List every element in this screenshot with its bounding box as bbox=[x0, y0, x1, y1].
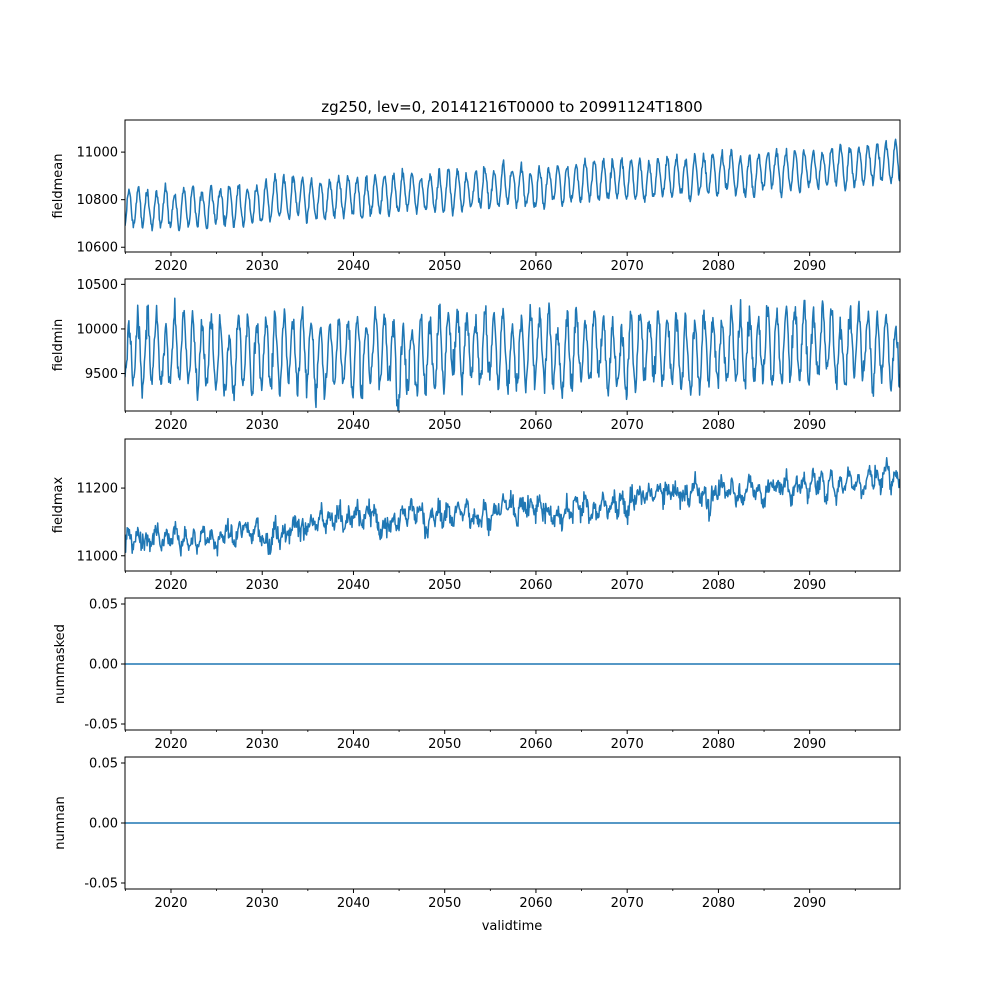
x-tick-label: 2030 bbox=[246, 418, 279, 433]
subplot-fieldmin: 2020 2030 2040 2050 2060 2070 2080 2090 9500 1000… bbox=[51, 278, 901, 433]
y-tick-label: 0.05 bbox=[89, 598, 118, 613]
chart-title: zg250, lev=0, 20141216T0000 to 20991124T… bbox=[321, 98, 702, 116]
x-tick-label: 2060 bbox=[519, 896, 552, 911]
x-tick-label: 2070 bbox=[611, 259, 644, 274]
x-tick-label: 2060 bbox=[519, 578, 552, 593]
x-tick-label: 2060 bbox=[519, 737, 552, 752]
series-line-fieldmean bbox=[125, 138, 900, 232]
x-tick-label: 2050 bbox=[428, 259, 461, 274]
y-tick-label: 10500 bbox=[77, 278, 118, 293]
y-tick-label: 10600 bbox=[77, 241, 118, 256]
subplot-numnan: 2020 2030 2040 2050 2060 2070 2080 2090 -0.05 0.0… bbox=[53, 756, 901, 911]
x-tick-label: 2090 bbox=[793, 737, 826, 752]
y-tick-label: 10000 bbox=[77, 322, 118, 337]
y-tick-label: 0.00 bbox=[89, 658, 118, 673]
subplot-fieldmean: 2020 2030 2040 2050 2060 2070 2080 2090 10600 108… bbox=[51, 119, 901, 274]
subplot-nummasked: 2020 2030 2040 2050 2060 2070 2080 2090 -0.05 0.0… bbox=[53, 597, 901, 752]
y-tick-label: 11000 bbox=[77, 549, 118, 564]
y-tick-label: 10800 bbox=[77, 193, 118, 208]
x-tick-label: 2050 bbox=[428, 896, 461, 911]
x-tick-label: 2080 bbox=[702, 259, 735, 274]
y-tick-label: -0.05 bbox=[84, 877, 118, 892]
subplots: 2020 2030 2040 2050 2060 2070 2080 2090 10600 108… bbox=[51, 119, 901, 911]
x-tick-label: 2040 bbox=[337, 578, 370, 593]
y-tick-label: 0.05 bbox=[89, 757, 118, 772]
x-tick-label: 2030 bbox=[246, 896, 279, 911]
x-tick-label: 2080 bbox=[702, 578, 735, 593]
y-tick-label: 0.00 bbox=[89, 817, 118, 832]
x-tick-label: 2020 bbox=[154, 578, 187, 593]
y-tick-label: 11200 bbox=[77, 482, 118, 497]
x-tick-label: 2060 bbox=[519, 418, 552, 433]
x-tick-label: 2020 bbox=[154, 737, 187, 752]
x-tick-label: 2080 bbox=[702, 737, 735, 752]
x-tick-label: 2040 bbox=[337, 737, 370, 752]
series-line-fieldmax bbox=[125, 457, 900, 557]
x-tick-label: 2040 bbox=[337, 418, 370, 433]
y-axis-label: fieldmean bbox=[51, 154, 66, 219]
axes-frame bbox=[124, 119, 901, 253]
x-tick-label: 2080 bbox=[702, 896, 735, 911]
x-tick-label: 2020 bbox=[154, 418, 187, 433]
y-axis-label: fieldmax bbox=[51, 477, 66, 534]
x-tick-label: 2070 bbox=[611, 896, 644, 911]
y-axis-label: numnan bbox=[53, 796, 68, 850]
series-line-fieldmin bbox=[125, 297, 900, 411]
x-tick-label: 2040 bbox=[337, 896, 370, 911]
x-tick-label: 2080 bbox=[702, 418, 735, 433]
x-tick-label: 2040 bbox=[337, 259, 370, 274]
x-tick-label: 2090 bbox=[793, 578, 826, 593]
x-tick-label: 2050 bbox=[428, 737, 461, 752]
x-tick-label: 2090 bbox=[793, 418, 826, 433]
x-tick-label: 2090 bbox=[793, 259, 826, 274]
y-axis-label: fieldmin bbox=[51, 319, 66, 372]
y-tick-label: -0.05 bbox=[84, 718, 118, 733]
x-tick-label: 2070 bbox=[611, 418, 644, 433]
subplot-fieldmax: 2020 2030 2040 2050 2060 2070 2080 2090 11000 112… bbox=[51, 438, 901, 593]
x-tick-label: 2070 bbox=[611, 737, 644, 752]
x-tick-label: 2030 bbox=[246, 737, 279, 752]
x-tick-label: 2030 bbox=[246, 259, 279, 274]
y-tick-label: 9500 bbox=[85, 367, 118, 382]
x-tick-label: 2020 bbox=[154, 259, 187, 274]
y-axis-label: nummasked bbox=[53, 624, 68, 704]
x-tick-label: 2060 bbox=[519, 259, 552, 274]
x-tick-label: 2050 bbox=[428, 418, 461, 433]
x-tick-label: 2050 bbox=[428, 578, 461, 593]
x-axis-label: validtime bbox=[482, 919, 543, 934]
axes-frame bbox=[124, 278, 901, 412]
axes-frame bbox=[124, 438, 901, 572]
x-tick-label: 2090 bbox=[793, 896, 826, 911]
y-tick-label: 11000 bbox=[77, 146, 118, 161]
x-tick-label: 2070 bbox=[611, 578, 644, 593]
x-tick-label: 2020 bbox=[154, 896, 187, 911]
x-tick-label: 2030 bbox=[246, 578, 279, 593]
